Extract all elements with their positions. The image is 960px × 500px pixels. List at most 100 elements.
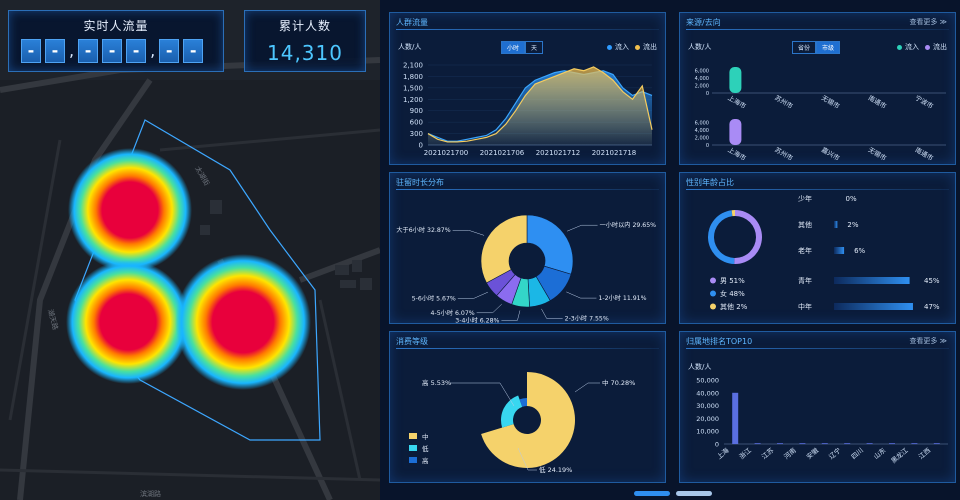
bar-安徽 (821, 443, 828, 444)
bar-上海 (732, 392, 739, 444)
legend-label: 流入 (615, 43, 629, 51)
series-line-流出 (427, 66, 653, 143)
bar-辽宁 (844, 443, 851, 444)
legend-swatch (409, 433, 417, 439)
map-canvas: 太湖街 湖天路 滨湖路 (0, 0, 380, 500)
cumulative-value: 14,310 (267, 41, 343, 65)
view-more-link[interactable]: 查看更多 ≫ (909, 18, 947, 26)
x-tick-label: 南通市 (914, 145, 936, 163)
bar-江西 (933, 443, 940, 444)
legend-dot (710, 303, 716, 310)
map-label-2: 湖天路 (46, 308, 60, 331)
slice-leader (566, 291, 597, 299)
page-dot[interactable] (676, 491, 712, 496)
realtime-flow-box: 实时人流量 - - , - - - , - - (8, 10, 224, 72)
legend-dot (897, 44, 902, 50)
legend-dot (710, 290, 716, 297)
x-tick-label: 山东 (872, 445, 888, 461)
panel-stay: 驻留时长分布 一小时以内 29.65% 1-2小时 11.91% 2-3小时 7.5… (389, 172, 666, 324)
slice-label: 4-5小时 6.07% (431, 309, 475, 317)
panel-title: 来源/去向 (686, 18, 721, 27)
legend-label: 流出 (643, 43, 657, 51)
slice-label: 高 5.53% (422, 378, 451, 387)
panel-gender: 性别年龄占比 男 51% 女 48% 其他 2% 少年 0% 其他 2% 老年 6% 青年 45% 中… (679, 172, 956, 324)
y-tick-label: 300 (410, 130, 423, 138)
legend-label: 低 (422, 444, 429, 453)
slice-leader (517, 447, 537, 471)
slice-其他 (731, 210, 735, 217)
toggle-hour[interactable]: 小时 (501, 41, 526, 54)
x-tick-label: 上海市 (726, 93, 748, 111)
y-tick-label: 2,000 (695, 136, 709, 142)
digit: - (21, 39, 41, 63)
y-tick-label: 50,000 (696, 377, 719, 385)
y-tick-label: 4,000 (695, 76, 709, 82)
slice-女 (708, 210, 735, 264)
source-legend: 流入 流出 (891, 42, 947, 52)
y-tick-label: 2,000 (695, 84, 709, 90)
gender-age-chart: 男 51% 女 48% 其他 2% 少年 0% 其他 2% 老年 6% 青年 45% 中年 47% (708, 194, 940, 311)
realtime-digits: - - , - - - , - - (21, 39, 207, 63)
slice-label: 一小时以内 29.65% (600, 221, 657, 229)
series-line-流入 (427, 70, 653, 142)
toggle-city[interactable]: 市级 (816, 41, 841, 54)
bar-山东 (889, 443, 895, 444)
y-tick-label: 2,100 (403, 62, 423, 70)
bar-上海市 (729, 119, 742, 145)
slice-leader (457, 291, 488, 299)
legend-dot (925, 44, 930, 50)
legend-swatch (409, 457, 417, 463)
slice-label: 1-2小时 11.91% (598, 294, 646, 302)
slice-label: 低 24.19% (539, 465, 572, 474)
panel-title: 消费等级 (396, 337, 428, 346)
slice-label: 2-3小时 7.55% (565, 314, 609, 322)
toggle-province[interactable]: 省份 (792, 41, 817, 54)
slice-leader (501, 310, 521, 321)
panel-title: 归属地排名TOP10 (686, 337, 753, 346)
y-tick-label: 4,000 (695, 128, 709, 134)
view-more-link[interactable]: 查看更多 ≫ (909, 337, 947, 345)
y-tick-label: 6,000 (695, 69, 709, 75)
age-label: 其他 (798, 220, 812, 229)
y-tick-label: 0 (715, 441, 719, 449)
age-bar-中年 (834, 303, 913, 310)
x-tick-label: 2021021706 (480, 149, 525, 157)
y-tick-label: 20,000 (696, 415, 719, 423)
series-area-流出 (428, 66, 652, 145)
slice-leader (567, 224, 598, 232)
y-tick-label: 30,000 (696, 402, 719, 410)
toggle-day[interactable]: 天 (525, 41, 544, 54)
age-value: 6% (854, 247, 865, 255)
slice-label: 3-4小时 6.28% (455, 316, 499, 323)
y-tick-label: 10,000 (696, 428, 719, 436)
x-tick-label: 苏州市 (773, 145, 795, 163)
legend-dot (635, 44, 640, 50)
x-tick-label: 安徽 (804, 445, 820, 461)
bar-四川 (866, 443, 873, 444)
slice-leader (452, 229, 485, 236)
x-tick-label: 江西 (917, 446, 932, 461)
map-label-1: 太湖街 (193, 165, 211, 188)
x-tick-label: 2021021718 (592, 149, 637, 157)
x-tick-label: 宁波市 (914, 93, 936, 111)
slice-label: 5-6小时 5.67% (412, 294, 456, 302)
x-tick-label: 2021021700 (424, 149, 469, 157)
page-dot-active[interactable] (634, 491, 670, 496)
age-bar-其他 (834, 221, 838, 228)
panel-source: 来源/去向 查看更多 ≫ 人数/人 省份 市级 流入 流出 0 2,000 4,00… (679, 12, 956, 165)
slice-leader (541, 308, 563, 319)
cumulative-box: 累计人数 14,310 (244, 10, 366, 72)
slice-低 (501, 395, 523, 428)
x-tick-label: 黑龙江 (889, 445, 910, 465)
y-tick-label: 900 (410, 107, 423, 115)
slice-一小时以内 (526, 214, 574, 275)
age-value: 45% (924, 277, 940, 285)
heatmap-map[interactable]: 太湖街 湖天路 滨湖路 实时人流量 - - , - - - , - - 累计人数… (0, 0, 380, 500)
origin-unit: 人数/人 (688, 363, 712, 371)
flow-chart: 0 300 600 900 1,200 1,500 1,800 2,100 2021021700… (403, 62, 653, 157)
slice-leader (450, 382, 515, 407)
map-label-3: 滨湖路 (140, 489, 161, 498)
stay-donut-chart: 一小时以内 29.65% 1-2小时 11.91% 2-3小时 7.55% 3-4小时… (396, 214, 657, 323)
legend-label: 流出 (933, 43, 947, 51)
